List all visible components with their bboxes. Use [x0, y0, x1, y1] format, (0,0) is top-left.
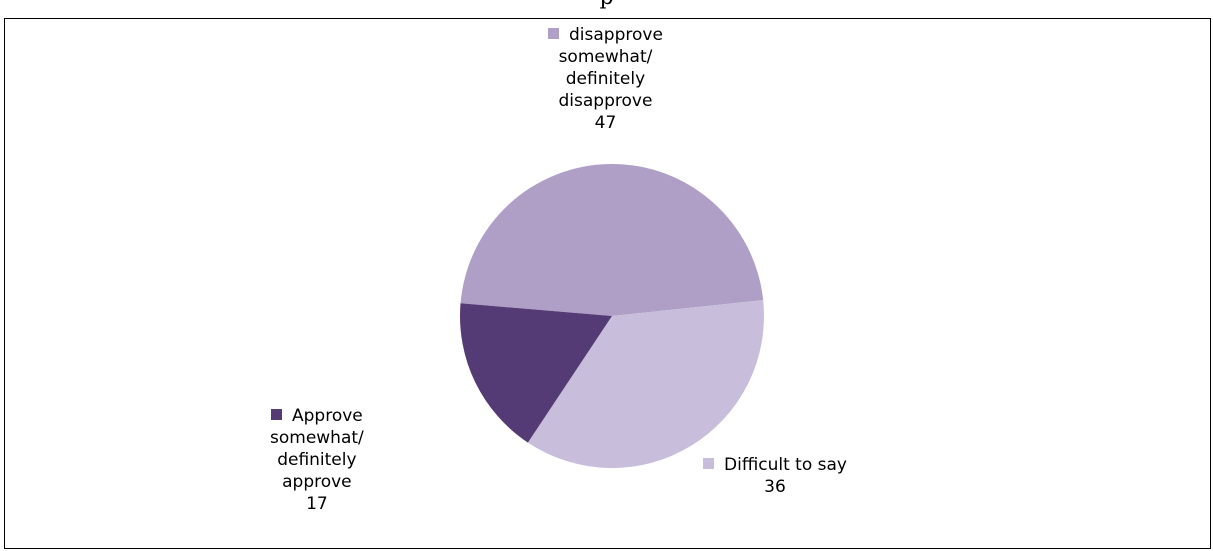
data-label-approve: Approve somewhat/ definitely approve 17: [270, 405, 364, 515]
data-label-disapprove: disapprove somewhat/ definitely disappro…: [548, 24, 663, 134]
label-line: disapprove: [569, 25, 663, 45]
pie-slice-2: [459, 303, 612, 443]
label-value: 47: [594, 113, 617, 133]
label-line: definitely: [277, 450, 357, 470]
pie-slice-0: [460, 163, 764, 316]
label-line: definitely: [565, 69, 646, 89]
legend-swatch-difficult-to-say: [703, 458, 714, 469]
label-line: somewhat/: [270, 428, 364, 448]
cropped-heading-text: p: [599, 0, 613, 10]
label-line: Difficult to say: [724, 455, 847, 475]
data-label-difficult-to-say: Difficult to say 36: [703, 454, 847, 498]
legend-swatch-disapprove: [548, 28, 559, 39]
label-value: 36: [764, 477, 786, 497]
pie-slice-1: [527, 300, 764, 468]
label-line: somewhat/: [558, 47, 653, 67]
label-value: 17: [306, 494, 328, 514]
legend-swatch-approve: [271, 409, 282, 420]
label-line: disapprove: [558, 91, 653, 111]
label-line: Approve: [292, 406, 363, 426]
cropped-heading-fragment: p: [0, 0, 1213, 12]
label-line: approve: [282, 472, 352, 492]
